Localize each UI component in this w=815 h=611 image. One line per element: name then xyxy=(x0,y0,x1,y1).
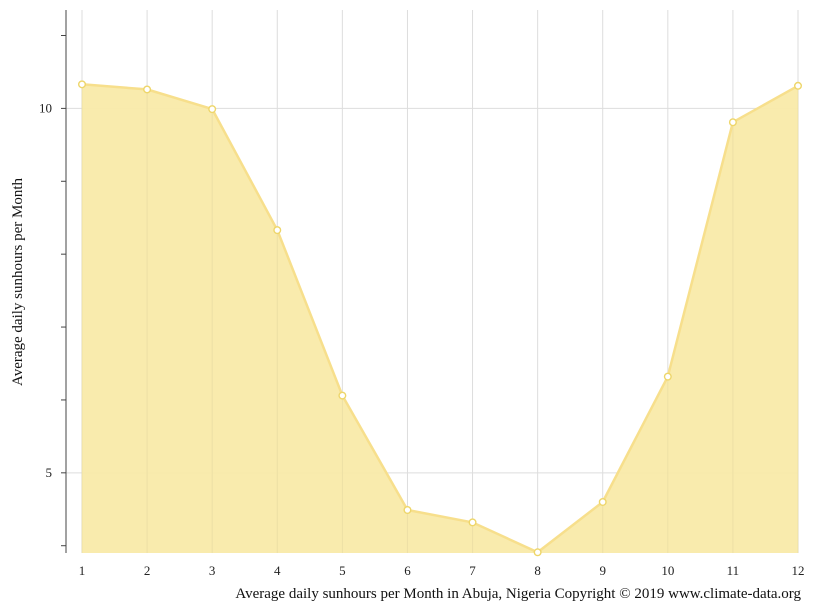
data-point xyxy=(598,497,607,506)
data-point xyxy=(533,548,542,557)
data-point xyxy=(468,518,477,527)
data-point xyxy=(794,81,803,90)
y-tick-labels: 5 10 xyxy=(39,100,52,479)
chart-caption: Average daily sunhours per Month in Abuj… xyxy=(235,586,801,602)
y-axis-title: Average daily sunhours per Month xyxy=(10,178,26,387)
data-point xyxy=(273,226,282,235)
y-tick-label: 5 xyxy=(46,465,53,480)
y-tick-label: 10 xyxy=(39,100,52,115)
x-tick-label: 10 xyxy=(661,563,674,578)
data-point xyxy=(403,505,412,514)
y-axis xyxy=(61,10,67,553)
x-tick-label: 6 xyxy=(404,563,411,578)
data-point xyxy=(143,85,152,94)
x-tick-label: 9 xyxy=(599,563,606,578)
data-points xyxy=(77,80,803,557)
area-fill xyxy=(82,84,798,554)
x-tick-label: 5 xyxy=(339,563,346,578)
x-tick-label: 1 xyxy=(79,563,86,578)
x-tick-label: 2 xyxy=(144,563,151,578)
data-point xyxy=(77,80,86,89)
data-point xyxy=(338,391,347,400)
data-point xyxy=(208,105,217,114)
series-line xyxy=(81,83,799,554)
x-tick-label: 7 xyxy=(469,563,476,578)
x-tick-label: 11 xyxy=(727,563,740,578)
data-point xyxy=(728,118,737,127)
x-tick-label: 12 xyxy=(792,563,805,578)
data-point xyxy=(663,372,672,381)
x-tick-label: 4 xyxy=(274,563,281,578)
x-tick-labels: 1 2 3 4 5 6 7 8 9 10 11 12 xyxy=(79,563,805,578)
x-tick-label: 3 xyxy=(209,563,216,578)
x-tick-label: 8 xyxy=(534,563,541,578)
